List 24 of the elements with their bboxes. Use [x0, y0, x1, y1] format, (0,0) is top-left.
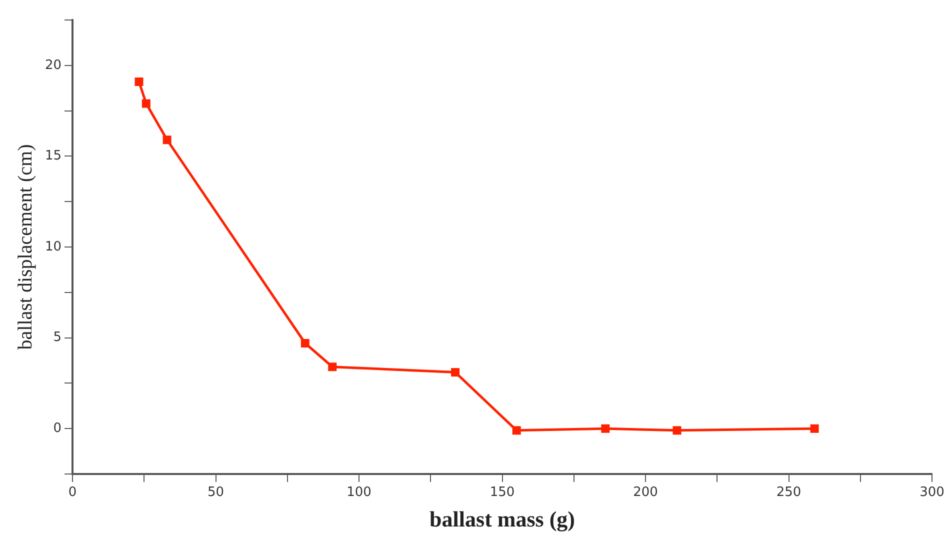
x-tick-label: 50 [208, 485, 224, 500]
point [810, 424, 819, 433]
point [134, 78, 144, 86]
y-tick-label: 0 [53, 420, 62, 436]
point [142, 99, 150, 108]
x-tick-label: 200 [633, 485, 658, 500]
point [162, 136, 172, 144]
y-tick-label: 10 [44, 239, 62, 254]
y-tick-label: 5 [53, 330, 62, 346]
point [300, 339, 310, 348]
y-tick-label: 15 [44, 148, 62, 164]
point [672, 426, 682, 435]
x-axis-title: ballast mass (g) [430, 506, 575, 532]
y-tick-label: 20 [44, 58, 62, 73]
point [601, 424, 610, 433]
point [512, 426, 521, 435]
x-tick-label: 150 [490, 485, 515, 500]
x-tick-label: 300 [920, 485, 944, 500]
x-tick-label: 100 [346, 485, 372, 500]
point [328, 362, 337, 372]
point [451, 368, 460, 377]
x-tick-label: 250 [776, 485, 802, 500]
x-tick-label: 0 [68, 485, 77, 500]
y-axis-title: ballast displacement (cm) [14, 144, 36, 350]
